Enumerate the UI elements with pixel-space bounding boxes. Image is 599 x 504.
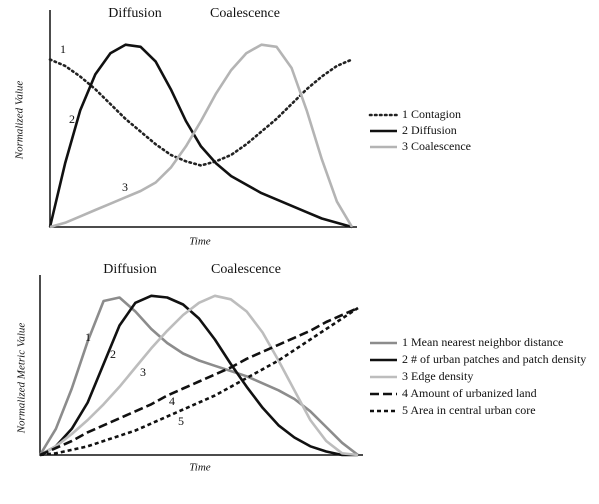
series-line [39, 306, 359, 457]
legend-label: 1 Contagion [402, 107, 461, 121]
series-line [39, 306, 359, 457]
phase-label: Coalescence [211, 262, 281, 277]
legend-label: 1 Mean nearest neighbor distance [402, 335, 563, 349]
phase-label: Coalescence [210, 6, 280, 21]
x-axis-label: Time [189, 462, 211, 474]
y-axis-label: Normalized Metric Value [16, 323, 28, 435]
series-line [38, 296, 359, 457]
curve-label: 1 [60, 42, 66, 56]
curve-label: 1 [85, 330, 91, 344]
phase-label: Diffusion [103, 262, 156, 277]
legend-label: 3 Coalescence [402, 139, 471, 153]
curve-label: 2 [69, 112, 75, 126]
series-line [39, 294, 359, 457]
legend-label: 5 Area in central urban core [402, 403, 536, 417]
legend-label: 3 Edge density [402, 369, 473, 383]
curve-label: 3 [140, 365, 146, 379]
x-axis-label: Time [189, 236, 211, 248]
series-line [39, 294, 358, 457]
legend-label: 2 Diffusion [402, 123, 457, 137]
legend-label: 2 # of urban patches and patch density [402, 352, 586, 366]
series-line [49, 43, 354, 229]
curve-label: 3 [122, 180, 128, 194]
curve-label: 5 [178, 414, 184, 428]
series-line [48, 43, 353, 229]
curve-label: 2 [110, 347, 116, 361]
y-axis-label: Normalized Value [14, 81, 26, 161]
curve-label: 4 [169, 394, 175, 408]
legend-label: 4 Amount of urbanized land [402, 386, 537, 400]
phase-label: Diffusion [108, 6, 161, 21]
